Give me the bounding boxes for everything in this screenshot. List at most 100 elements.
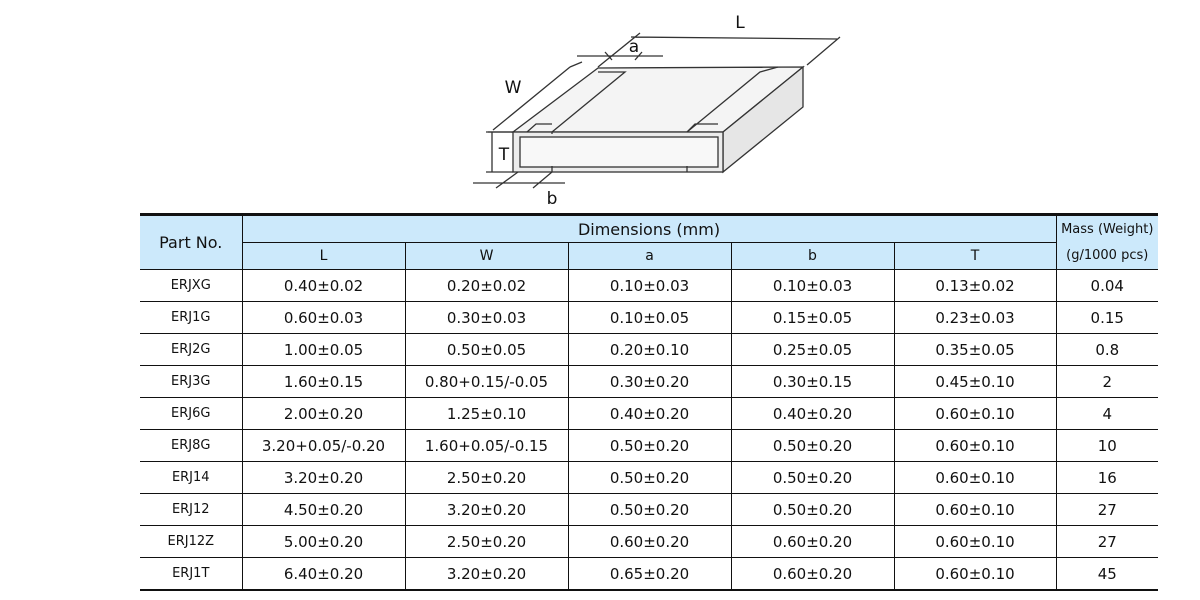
cell-W: 1.25±0.10 xyxy=(405,397,569,430)
cell-b: 0.50±0.20 xyxy=(731,493,895,526)
cell-part-no: ERJXG xyxy=(140,269,243,302)
table-body: ERJXG 0.40±0.02 0.20±0.02 0.10±0.03 0.10±0.0… xyxy=(140,269,1158,591)
cell-T: 0.60±0.10 xyxy=(894,429,1057,462)
cell-b: 0.15±0.05 xyxy=(731,301,895,334)
table-row: ERJ1T 6.40±0.20 3.20±0.20 0.65±0.20 0.60±0.2… xyxy=(140,557,1158,591)
cell-L: 2.00±0.20 xyxy=(242,397,406,430)
cell-a: 0.60±0.20 xyxy=(568,525,732,558)
col-header-a: a xyxy=(568,242,732,270)
table-row: ERJ12 4.50±0.20 3.20±0.20 0.50±0.20 0.50±0.2… xyxy=(140,493,1158,526)
table-row: ERJ14 3.20±0.20 2.50±0.20 0.50±0.20 0.50±0.2… xyxy=(140,461,1158,494)
cell-b: 0.50±0.20 xyxy=(731,461,895,494)
cell-a: 0.20±0.10 xyxy=(568,333,732,366)
cell-part-no: ERJ1T xyxy=(140,557,243,591)
cell-W: 2.50±0.20 xyxy=(405,461,569,494)
cell-W: 3.20±0.20 xyxy=(405,557,569,591)
table-row: ERJXG 0.40±0.02 0.20±0.02 0.10±0.03 0.10±0.0… xyxy=(140,269,1158,302)
cell-a: 0.40±0.20 xyxy=(568,397,732,430)
table-row: ERJ1G 0.60±0.03 0.30±0.03 0.10±0.05 0.15±0.0… xyxy=(140,301,1158,334)
col-header-T: T xyxy=(970,248,980,264)
cell-T: 0.23±0.03 xyxy=(894,301,1057,334)
cell-part-no: ERJ1G xyxy=(140,301,243,334)
cell-L: 6.40±0.20 xyxy=(242,557,406,591)
cell-a: 0.50±0.20 xyxy=(568,429,732,462)
T-label: T xyxy=(498,145,510,165)
table-row: ERJ8G 3.20+0.05/-0.20 1.60+0.05/-0.15 0.50±… xyxy=(140,429,1158,462)
cell-part-no: ERJ3G xyxy=(140,365,243,398)
cell-T: 0.60±0.10 xyxy=(894,557,1057,591)
a-label: a xyxy=(629,37,639,57)
cell-T: 0.60±0.10 xyxy=(894,525,1057,558)
cell-L: 1.60±0.15 xyxy=(242,365,406,398)
cell-L: 0.60±0.03 xyxy=(242,301,406,334)
cell-T: 0.60±0.10 xyxy=(894,397,1057,430)
a-dimension-line xyxy=(577,51,663,61)
dimensions-table: Part No. Dimensions (mm) Mass (Weight) L… xyxy=(140,213,1158,591)
cell-part-no: ERJ12 xyxy=(140,493,243,526)
table-row: ERJ2G 1.00±0.05 0.50±0.05 0.20±0.10 0.25±0.0… xyxy=(140,333,1158,366)
cell-part-no: ERJ2G xyxy=(140,333,243,366)
chip-resistor-diagram: L a W T b xyxy=(473,13,841,209)
cell-mass: 27 xyxy=(1056,493,1158,526)
cell-W: 3.20±0.20 xyxy=(405,493,569,526)
cell-a: 0.50±0.20 xyxy=(568,493,732,526)
L-dimension-line xyxy=(597,32,841,68)
cell-part-no: ERJ12Z xyxy=(140,525,243,558)
cell-L: 3.20+0.05/-0.20 xyxy=(242,429,406,462)
cell-W: 0.50±0.05 xyxy=(405,333,569,366)
cell-mass: 2 xyxy=(1056,365,1158,398)
cell-W: 1.60+0.05/-0.15 xyxy=(405,429,569,462)
left-electrode xyxy=(526,66,779,133)
cell-W: 0.20±0.02 xyxy=(405,269,569,302)
table-row: ERJ6G 2.00±0.20 1.25±0.10 0.40±0.20 0.40±0.2… xyxy=(140,397,1158,430)
cell-b: 0.60±0.20 xyxy=(731,557,895,591)
cell-b: 0.40±0.20 xyxy=(731,397,895,430)
cell-mass: 27 xyxy=(1056,525,1158,558)
L-label: L xyxy=(735,13,745,33)
cell-part-no: ERJ14 xyxy=(140,461,243,494)
b-label: b xyxy=(547,189,558,209)
cell-mass: 0.8 xyxy=(1056,333,1158,366)
col-header-b: b xyxy=(731,242,895,270)
cell-mass: 16 xyxy=(1056,461,1158,494)
cell-L: 1.00±0.05 xyxy=(242,333,406,366)
cell-mass: 0.15 xyxy=(1056,301,1158,334)
table-row: ERJ3G 1.60±0.15 0.80+0.15/-0.05 0.30±0.20 0.… xyxy=(140,365,1158,398)
cell-T: 0.13±0.02 xyxy=(894,269,1057,302)
cell-part-no: ERJ6G xyxy=(140,397,243,430)
W-label: W xyxy=(505,78,522,98)
cell-W: 0.30±0.03 xyxy=(405,301,569,334)
part-no-header: Part No. xyxy=(140,213,243,270)
cell-b: 0.60±0.20 xyxy=(731,525,895,558)
col-header-L: L xyxy=(242,242,406,270)
cell-W: 0.80+0.15/-0.05 xyxy=(405,365,569,398)
cell-W: 2.50±0.20 xyxy=(405,525,569,558)
cell-mass: 4 xyxy=(1056,397,1158,430)
mass-unit-header: (g/1000 pcs) xyxy=(1055,242,1158,270)
cell-L: 0.40±0.02 xyxy=(242,269,406,302)
cell-T: 0.45±0.10 xyxy=(894,365,1057,398)
T-dimension-line xyxy=(486,131,513,173)
cell-T: 0.35±0.05 xyxy=(894,333,1057,366)
cell-b: 0.25±0.05 xyxy=(731,333,895,366)
cell-L: 4.50±0.20 xyxy=(242,493,406,526)
b-dimension-line xyxy=(473,171,565,189)
cell-b: 0.50±0.20 xyxy=(731,429,895,462)
cell-a: 0.30±0.20 xyxy=(568,365,732,398)
cell-part-no: ERJ8G xyxy=(140,429,243,462)
cell-mass: 45 xyxy=(1056,557,1158,591)
cell-L: 3.20±0.20 xyxy=(242,461,406,494)
cell-a: 0.65±0.20 xyxy=(568,557,732,591)
table-row: ERJ12Z 5.00±0.20 2.50±0.20 0.60±0.20 0.60±0.… xyxy=(140,525,1158,558)
col-header-W: W xyxy=(405,242,569,270)
mass-header: Mass (Weight) xyxy=(1055,213,1158,243)
cell-mass: 0.04 xyxy=(1056,269,1158,302)
cell-b: 0.10±0.03 xyxy=(731,269,895,302)
cell-T: 0.60±0.10 xyxy=(894,461,1057,494)
chip-front-inner xyxy=(519,136,719,168)
cell-T: 0.60±0.10 xyxy=(894,493,1057,526)
cell-L: 5.00±0.20 xyxy=(242,525,406,558)
cell-a: 0.10±0.05 xyxy=(568,301,732,334)
cell-a: 0.10±0.03 xyxy=(568,269,732,302)
cell-b: 0.30±0.15 xyxy=(731,365,895,398)
